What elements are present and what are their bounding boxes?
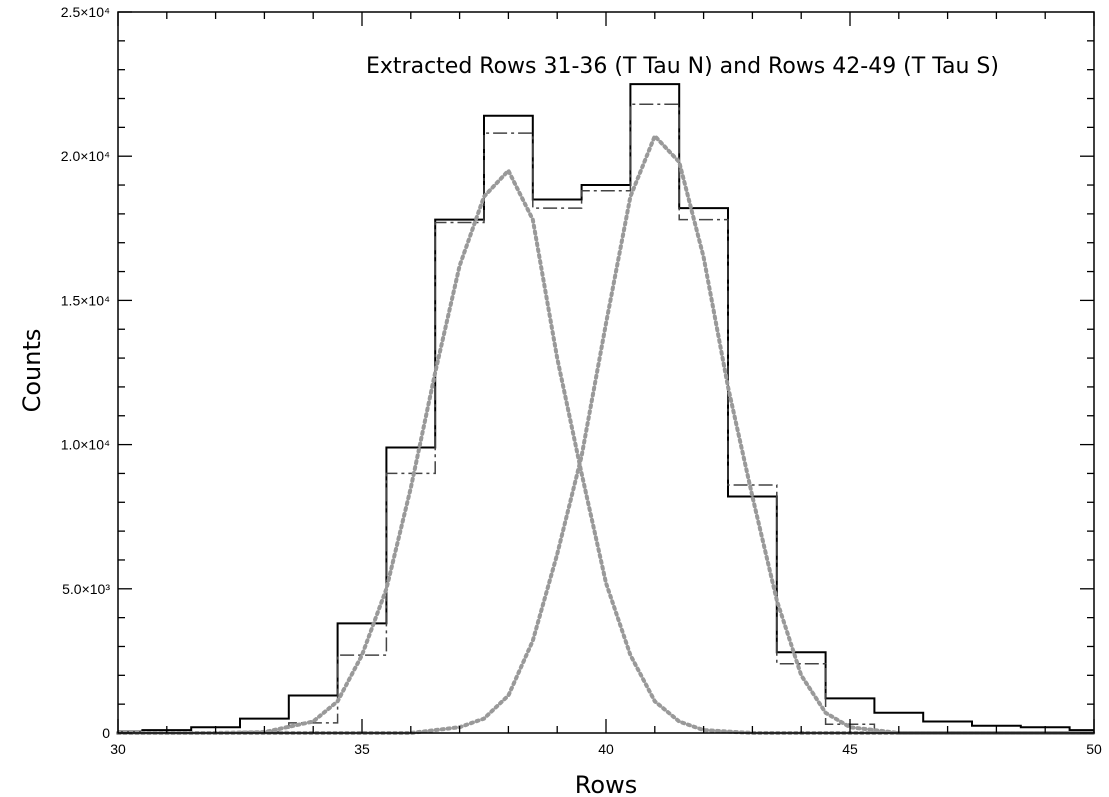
y-tick-label: 5.0×10³ (62, 581, 110, 597)
series-line-4 (116, 132, 1096, 735)
y-tick-label: 2.0×10⁴ (61, 148, 110, 164)
series-line-3 (116, 167, 1096, 735)
x-tick-label: 50 (1086, 741, 1102, 757)
x-tick-label: 35 (354, 741, 370, 757)
y-tick-label: 0 (102, 725, 110, 741)
y-tick-label: 1.0×10⁴ (61, 437, 110, 453)
x-tick-label: 40 (598, 741, 614, 757)
series-layer (116, 83, 1096, 735)
series-line-1 (118, 83, 1094, 733)
tick-layer: 30 35 40 45 50 0 5.0×10³ 1.0×10⁴ 1.5×10⁴ 2.0×10⁴ 2… (61, 4, 1102, 757)
x-axis-title: Rows (575, 771, 637, 797)
series-line-2 (118, 103, 1094, 734)
chart-annotation: Extracted Rows 31-36 (T Tau N) and Rows … (366, 54, 999, 79)
y-tick-label: 2.5×10⁴ (61, 4, 110, 20)
x-tick-label: 30 (110, 741, 126, 757)
y-tick-label: 1.5×10⁴ (61, 292, 110, 308)
x-tick-label: 45 (842, 741, 858, 757)
plot-frame (117, 11, 1095, 734)
y-axis-title: Counts (18, 329, 46, 413)
